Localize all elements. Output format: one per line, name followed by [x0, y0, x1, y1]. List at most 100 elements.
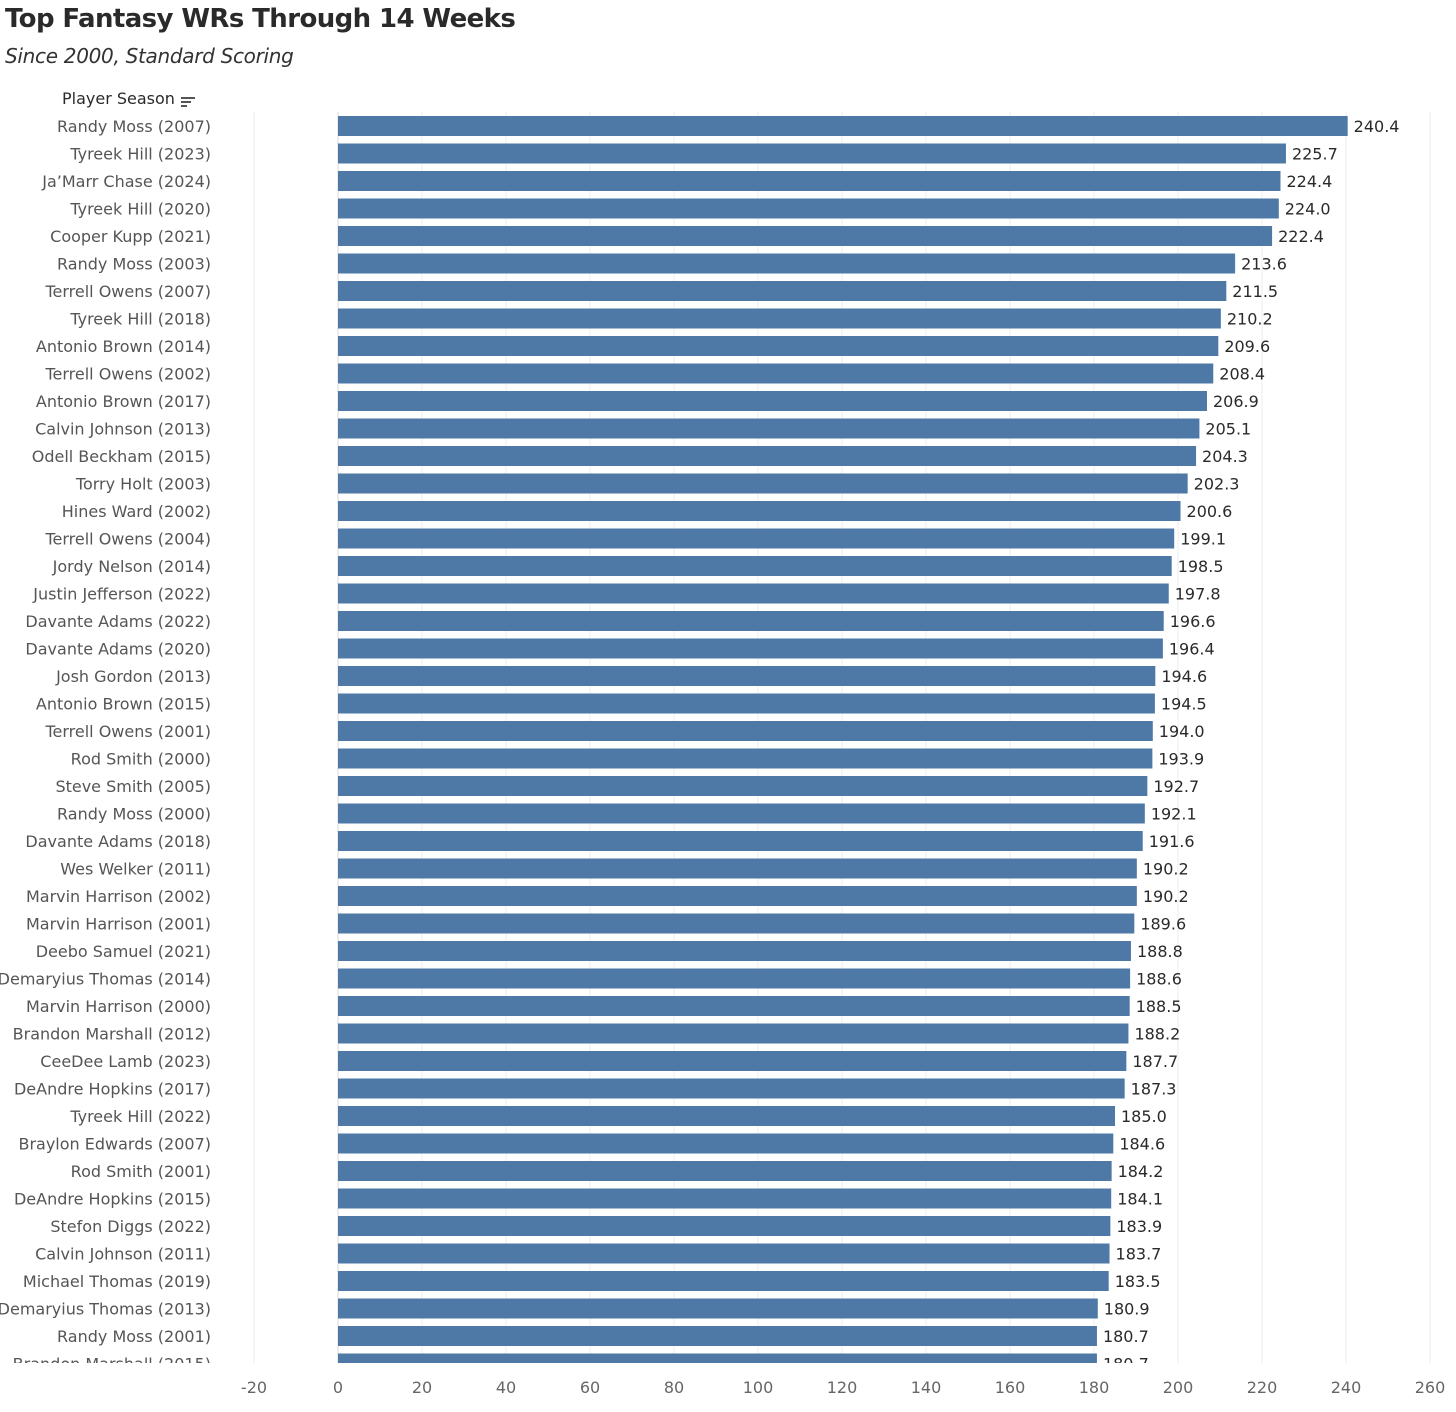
bar-row[interactable]: Calvin Johnson (2013) 205.1	[35, 418, 1251, 439]
value-label: 192.7	[1153, 777, 1199, 796]
bar-row[interactable]: Antonio Brown (2014) 209.6	[36, 336, 1270, 356]
bar[interactable]	[338, 858, 1137, 879]
bar-row[interactable]: Deebo Samuel (2021) 188.8	[36, 941, 1183, 961]
bar[interactable]	[338, 611, 1164, 631]
bar-row[interactable]: Justin Jefferson (2022) 197.8	[32, 583, 1221, 604]
bar[interactable]	[338, 446, 1197, 466]
bar[interactable]	[338, 1051, 1127, 1071]
bar[interactable]	[338, 1298, 1098, 1319]
bar-row[interactable]: Marvin Harrison (2002) 190.2	[26, 886, 1189, 906]
bar[interactable]	[338, 473, 1188, 494]
bar[interactable]	[338, 886, 1137, 906]
bar-row[interactable]: Randy Moss (2007) 240.4	[57, 116, 1399, 136]
bar-row[interactable]: Hines Ward (2002) 200.6	[62, 501, 1233, 521]
bar-row[interactable]: Terrell Owens (2002) 208.4	[44, 363, 1265, 384]
bar[interactable]	[338, 693, 1155, 714]
bar[interactable]	[338, 253, 1236, 274]
bar-row[interactable]: Ja’Marr Chase (2024) 224.4	[41, 171, 1332, 191]
bar-row[interactable]: Brandon Marshall (2015) 180.7	[13, 1353, 1149, 1374]
bar-row[interactable]: CeeDee Lamb (2023) 187.7	[40, 1051, 1178, 1071]
bar[interactable]	[338, 171, 1281, 191]
bar[interactable]	[338, 1271, 1109, 1291]
bar[interactable]	[338, 418, 1200, 439]
bar[interactable]	[338, 996, 1130, 1016]
value-label: 202.3	[1194, 475, 1240, 494]
bar[interactable]	[338, 1106, 1115, 1126]
bar-row[interactable]: Randy Moss (2000) 192.1	[57, 803, 1197, 824]
bar-row[interactable]: DeAndre Hopkins (2015) 184.1	[14, 1188, 1163, 1209]
bar[interactable]	[338, 721, 1153, 741]
column-header[interactable]: Player Season	[62, 89, 195, 108]
bar-row[interactable]: Davante Adams (2022) 196.6	[25, 611, 1216, 631]
bar[interactable]	[338, 226, 1273, 246]
bar-row[interactable]: Rod Smith (2001) 184.2	[71, 1161, 1164, 1181]
bar-row[interactable]: Calvin Johnson (2011) 183.7	[35, 1243, 1161, 1264]
bar[interactable]	[338, 336, 1219, 356]
bar-row[interactable]: Brandon Marshall (2012) 188.2	[13, 1023, 1181, 1044]
bar-row[interactable]: Steve Smith (2005) 192.7	[55, 776, 1199, 796]
bar[interactable]	[338, 583, 1169, 604]
bar-row[interactable]: Terrell Owens (2007) 211.5	[44, 281, 1278, 301]
bar[interactable]	[338, 143, 1286, 164]
bar[interactable]	[338, 803, 1145, 824]
bar-row[interactable]: Rod Smith (2000) 193.9	[71, 748, 1205, 769]
bar-row[interactable]: Braylon Edwards (2007) 184.6	[18, 1133, 1165, 1154]
bar-row[interactable]: Wes Welker (2011) 190.2	[60, 858, 1189, 879]
bar[interactable]	[338, 308, 1221, 329]
bar[interactable]	[338, 281, 1227, 301]
bar[interactable]	[338, 1353, 1097, 1374]
bar[interactable]	[338, 391, 1207, 411]
bar-row[interactable]: Antonio Brown (2017) 206.9	[36, 391, 1259, 411]
value-label: 197.8	[1175, 585, 1221, 604]
bar-row[interactable]: DeAndre Hopkins (2017) 187.3	[14, 1078, 1176, 1099]
bar-row[interactable]: Tyreek Hill (2018) 210.2	[69, 308, 1273, 329]
bar[interactable]	[338, 1188, 1112, 1209]
bar-row[interactable]: Stefon Diggs (2022) 183.9	[50, 1216, 1162, 1236]
bar-row[interactable]: Tyreek Hill (2022) 185.0	[69, 1106, 1167, 1126]
bar[interactable]	[338, 638, 1163, 659]
bar-row[interactable]: Demaryius Thomas (2013) 180.9	[0, 1298, 1150, 1319]
category-label: Demaryius Thomas (2013)	[0, 1300, 211, 1319]
bar[interactable]	[338, 941, 1131, 961]
bar-row[interactable]: Jordy Nelson (2014) 198.5	[52, 556, 1224, 576]
bar-row[interactable]: Josh Gordon (2013) 194.6	[55, 666, 1207, 686]
bar[interactable]	[338, 1133, 1114, 1154]
bar[interactable]	[338, 1326, 1097, 1346]
bar[interactable]	[338, 1216, 1111, 1236]
bar-row[interactable]: Davante Adams (2020) 196.4	[25, 638, 1215, 659]
bar[interactable]	[338, 831, 1143, 851]
bar[interactable]	[338, 913, 1135, 934]
bar[interactable]	[338, 968, 1131, 989]
bar[interactable]	[338, 1023, 1129, 1044]
bar[interactable]	[338, 501, 1181, 521]
bar-row[interactable]: Davante Adams (2018) 191.6	[25, 831, 1195, 851]
bar[interactable]	[338, 1078, 1125, 1099]
bar-row[interactable]: Randy Moss (2003) 213.6	[57, 253, 1287, 274]
bar-row[interactable]: Torry Holt (2003) 202.3	[75, 473, 1240, 494]
bar[interactable]	[338, 776, 1148, 796]
bar-row[interactable]: Marvin Harrison (2001) 189.6	[26, 913, 1186, 934]
bar-row[interactable]: Tyreek Hill (2020) 224.0	[69, 198, 1331, 219]
bar-row[interactable]: Demaryius Thomas (2014) 188.6	[0, 968, 1182, 989]
bar[interactable]	[338, 1243, 1110, 1264]
bar-row[interactable]: Terrell Owens (2001) 194.0	[44, 721, 1205, 741]
bar-row[interactable]: Marvin Harrison (2000) 188.5	[26, 996, 1182, 1016]
bar-row[interactable]: Antonio Brown (2015) 194.5	[36, 693, 1207, 714]
bar[interactable]	[338, 198, 1279, 219]
bar-row[interactable]: Odell Beckham (2015) 204.3	[32, 446, 1248, 466]
bar-row[interactable]: Randy Moss (2001) 180.7	[57, 1326, 1149, 1346]
bar[interactable]	[338, 666, 1156, 686]
bar-row[interactable]: Terrell Owens (2004) 199.1	[44, 528, 1226, 549]
bar[interactable]	[338, 363, 1214, 384]
bar[interactable]	[338, 116, 1348, 136]
category-label: Rod Smith (2000)	[71, 750, 211, 769]
bar-row[interactable]: Cooper Kupp (2021) 222.4	[50, 226, 1324, 246]
x-tick-label: 180	[1079, 1378, 1110, 1397]
bar-row[interactable]: Michael Thomas (2019) 183.5	[23, 1271, 1161, 1291]
bar[interactable]	[338, 1161, 1112, 1181]
bar[interactable]	[338, 748, 1153, 769]
sort-descending-icon[interactable]	[180, 93, 195, 107]
bar[interactable]	[338, 528, 1175, 549]
bar[interactable]	[338, 556, 1172, 576]
bar-row[interactable]: Tyreek Hill (2023) 225.7	[69, 143, 1338, 164]
